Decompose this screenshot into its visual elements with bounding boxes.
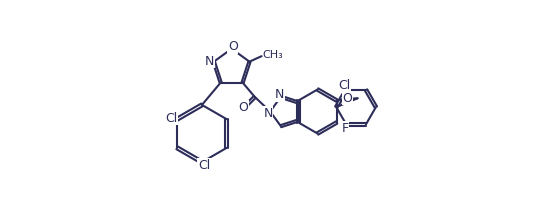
Text: Cl: Cl xyxy=(166,112,178,125)
Text: O: O xyxy=(238,101,248,114)
Text: N: N xyxy=(205,55,214,68)
Text: F: F xyxy=(341,122,348,135)
Text: CH₃: CH₃ xyxy=(263,50,283,60)
Text: N: N xyxy=(275,88,284,101)
Text: N: N xyxy=(263,107,273,120)
Text: O: O xyxy=(342,92,352,105)
Text: O: O xyxy=(228,41,238,54)
Text: Cl: Cl xyxy=(338,79,350,93)
Text: Cl: Cl xyxy=(198,159,210,172)
